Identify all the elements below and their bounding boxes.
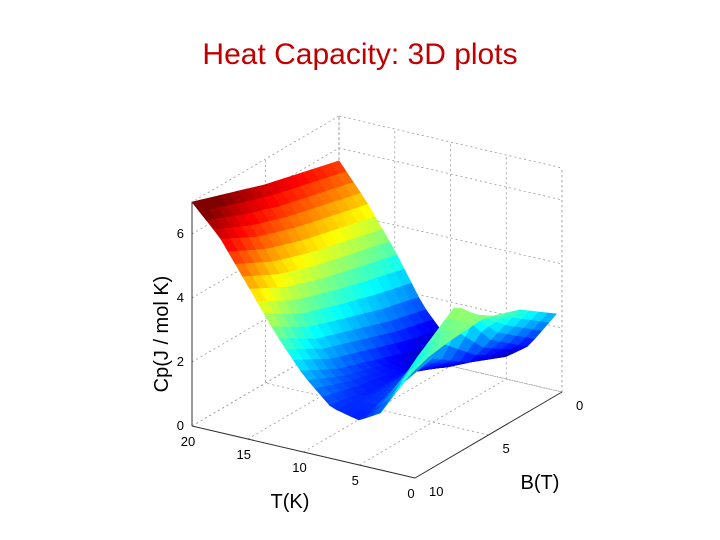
grid-line (338, 115, 563, 169)
z-tick-label: 6 (177, 226, 184, 241)
grid-line (191, 115, 340, 203)
x-axis-label: T(K) (271, 491, 310, 513)
y-axis-label: B(T) (521, 472, 560, 494)
x-axis-line (191, 425, 416, 479)
z-tick-label: 2 (177, 354, 184, 369)
x-tick-label: 10 (292, 460, 306, 475)
x-tick-label: 0 (407, 486, 414, 501)
surface-patch (401, 363, 419, 383)
grid-line (265, 159, 489, 436)
surface-plot (191, 160, 558, 421)
z-tick-label: 4 (177, 290, 184, 305)
x-tick-label: 5 (352, 473, 359, 488)
y-tick-label: 0 (576, 398, 583, 413)
y-axis-line (414, 391, 563, 479)
y-tick-label: 5 (503, 441, 510, 456)
x-tick-label: 15 (237, 447, 251, 462)
grid-line (359, 155, 507, 466)
y-tick-label: 10 (429, 484, 443, 499)
z-tick-label: 0 (177, 418, 184, 433)
z-axis-label: Cp(J / mol K) (151, 276, 173, 393)
x-tick-label: 20 (181, 434, 195, 449)
slide-title: Heat Capacity: 3D plots (202, 38, 518, 71)
grid-line (338, 116, 563, 393)
